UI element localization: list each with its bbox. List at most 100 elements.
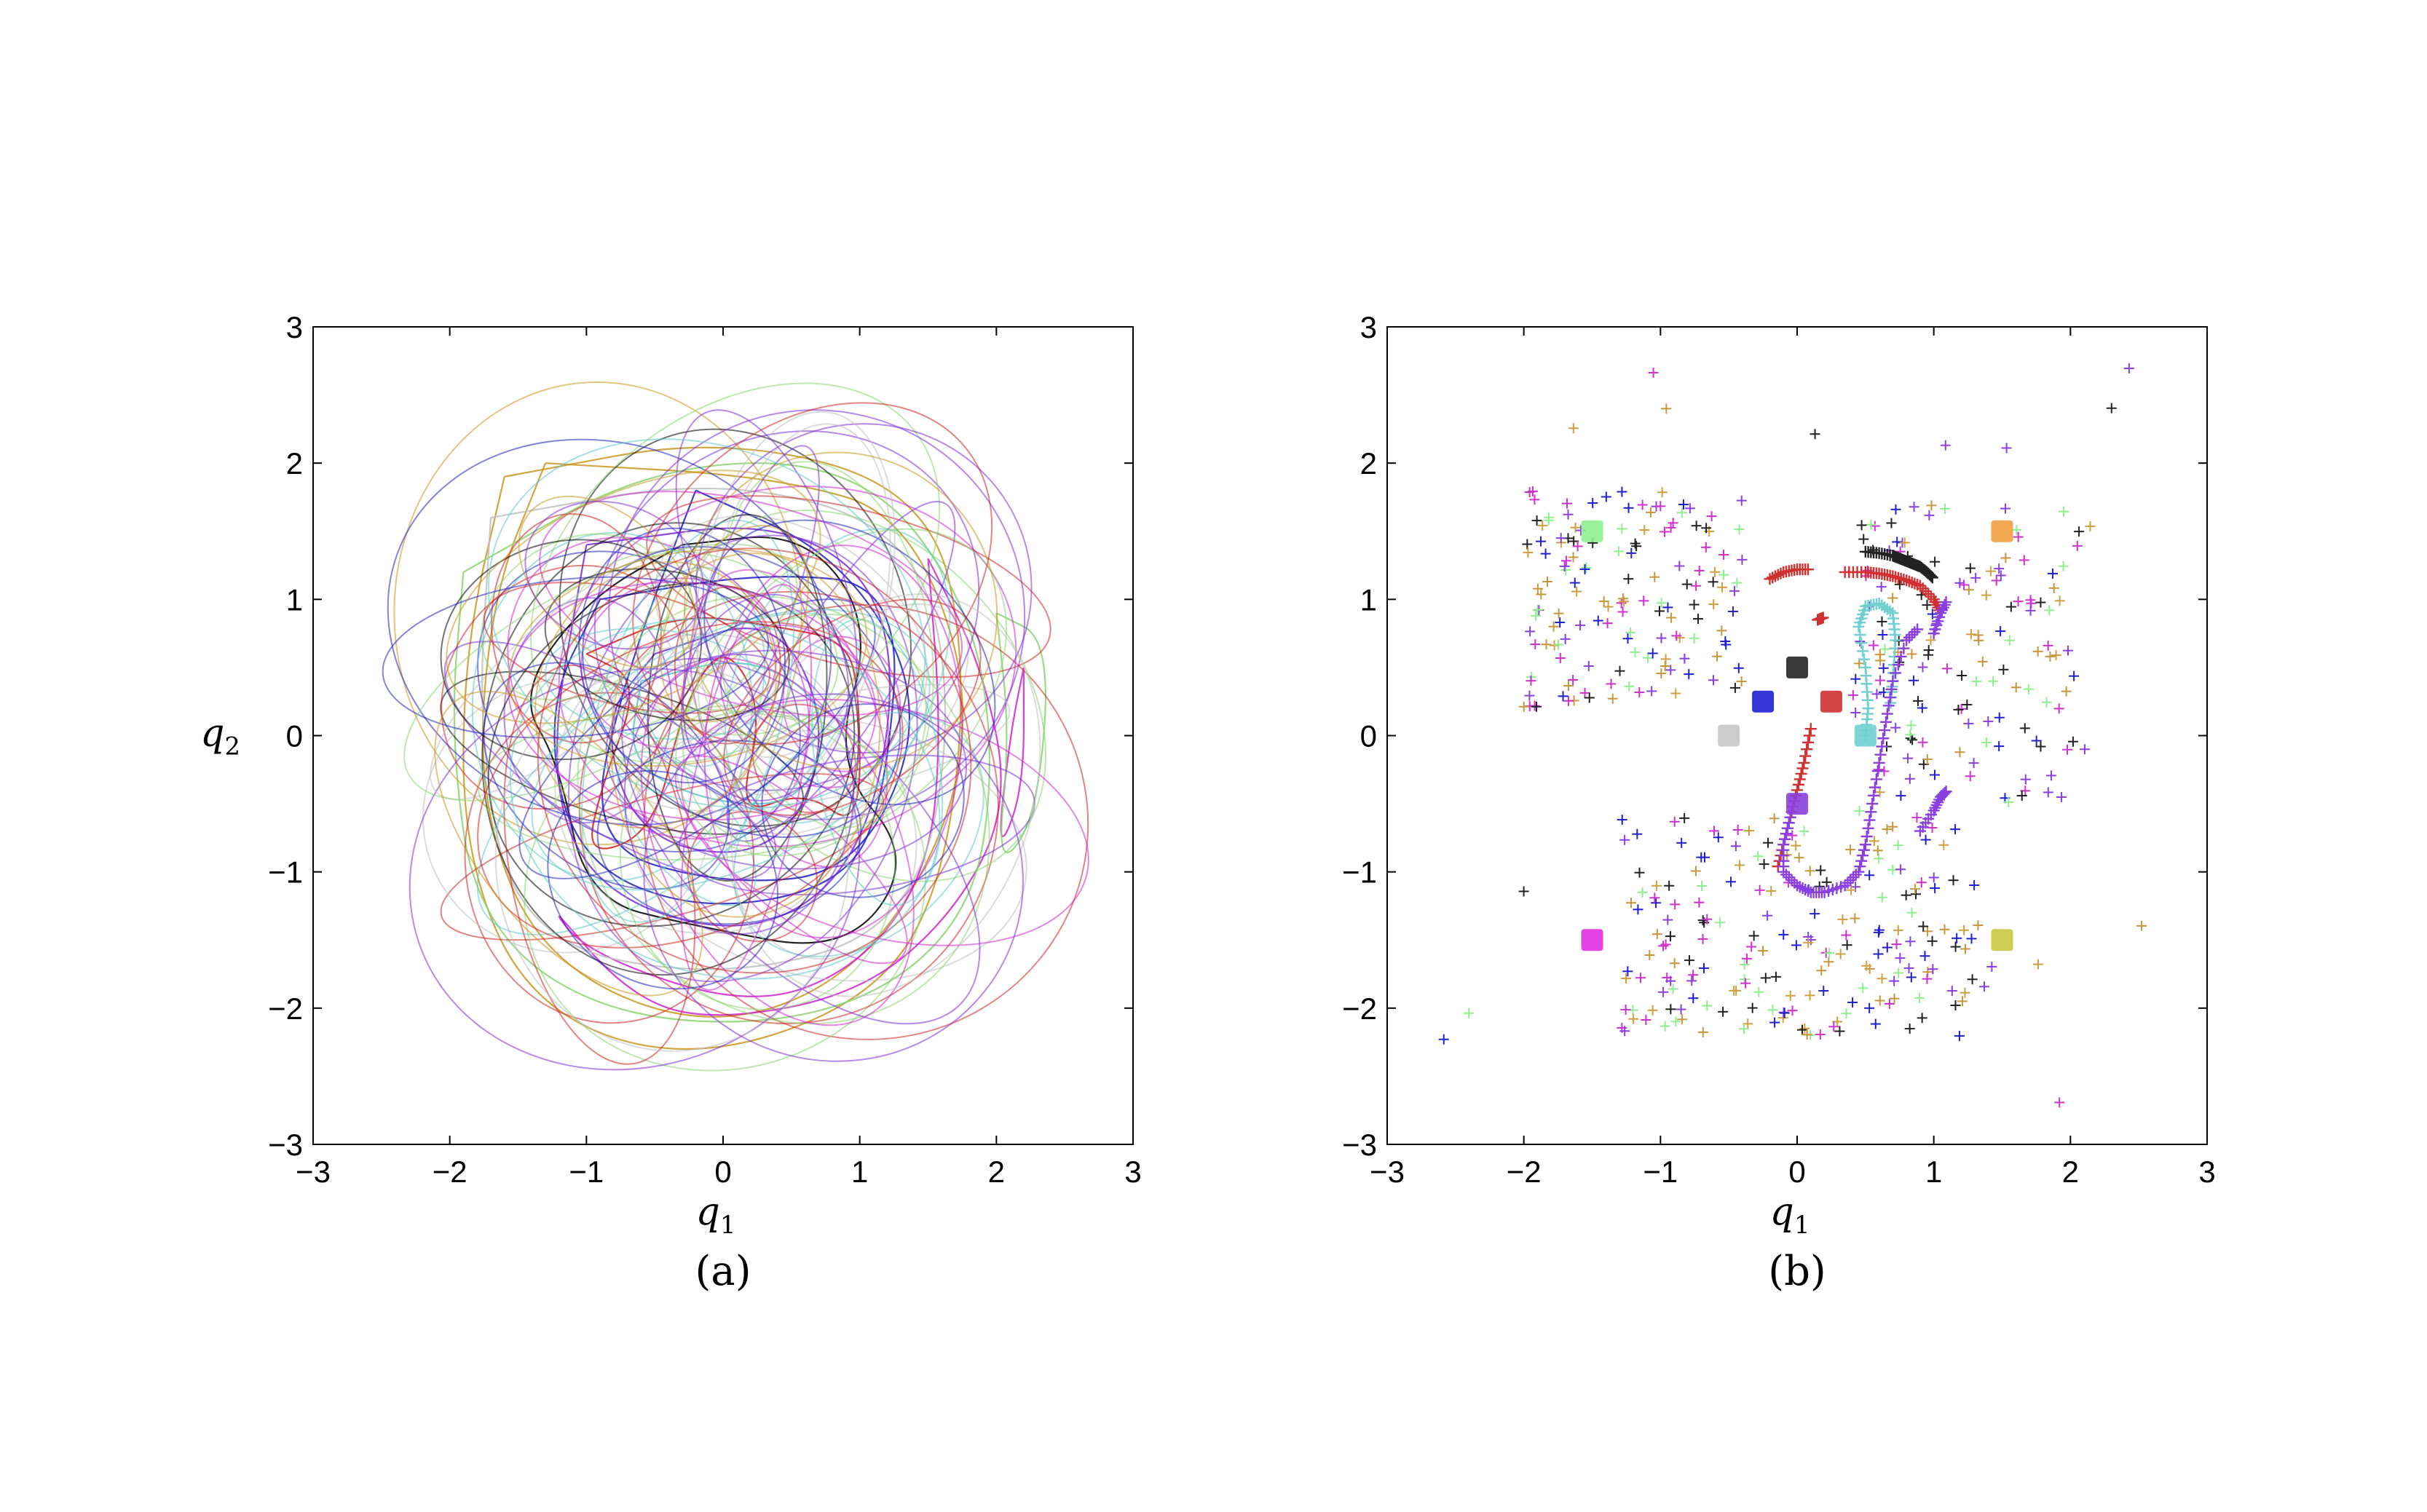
scatter-point — [1965, 771, 1976, 782]
scatter-point — [1684, 503, 1695, 514]
scatter-point — [1721, 639, 1732, 650]
scatter-point — [1646, 686, 1657, 697]
plot-area-a — [382, 381, 1089, 1072]
scatter-point — [1697, 933, 1708, 944]
curve-point-6 — [1876, 740, 1888, 753]
scatter-point — [1655, 501, 1666, 512]
scatter-point — [2016, 790, 2027, 801]
scatter-point — [1957, 670, 1968, 681]
trajectory-loop — [483, 662, 730, 890]
curve-point-6 — [1862, 822, 1874, 834]
scatter-point — [1858, 534, 1869, 545]
scatter-point — [1688, 993, 1699, 1004]
trajectory-loop — [508, 548, 868, 767]
scatter-point — [2069, 670, 2080, 681]
trajectory-loop — [518, 598, 876, 879]
scatter-point — [1633, 904, 1643, 915]
scatter-point — [1619, 834, 1630, 845]
scatter-point — [1736, 676, 1747, 687]
scatter-point — [1879, 644, 1890, 654]
scatter-point — [1766, 885, 1777, 896]
scatter-point — [1954, 1031, 1965, 1042]
curve-point-3 — [1799, 750, 1812, 762]
scatter-point — [1810, 909, 1820, 919]
trajectory-loop — [674, 755, 908, 965]
trajectory-loop — [577, 595, 990, 1025]
curve-point-6 — [1898, 642, 1910, 654]
scatter-point — [1632, 828, 1643, 839]
scatter-point — [1842, 940, 1852, 951]
curve-point-2 — [1775, 567, 1787, 579]
scatter-point — [1603, 601, 1614, 612]
trajectory-loop — [682, 593, 850, 801]
scatter-point — [1927, 609, 1938, 620]
scatter-point — [1617, 523, 1627, 534]
scatter-point — [1889, 993, 1900, 1004]
scatter-point — [1676, 837, 1687, 848]
scatter-point — [1882, 824, 1893, 835]
scatter-point — [2051, 650, 2061, 661]
scatter-point — [1616, 598, 1627, 609]
scatter-point — [2085, 521, 2096, 531]
curve-point-1 — [1901, 574, 1913, 587]
scatter-point — [1889, 975, 1900, 986]
scatter-point — [2011, 524, 2022, 535]
scatter-point — [1910, 884, 1921, 895]
scatter-point — [1555, 533, 1566, 544]
scatter-point — [1906, 972, 1917, 983]
curve-point-6 — [1854, 860, 1866, 873]
curve-point-0 — [1926, 571, 1938, 584]
initial-point-marker-1 — [1991, 520, 2013, 542]
scatter-point — [1891, 939, 1902, 950]
scatter-point — [1718, 1006, 1729, 1017]
scatter-point — [1620, 1004, 1631, 1015]
scatter-point — [1671, 630, 1682, 641]
scatter-point — [1874, 853, 1885, 864]
scatter-point — [1626, 898, 1637, 909]
trajectory-loop — [524, 500, 705, 650]
scatter-point — [1875, 655, 1886, 666]
scatter-point — [1926, 500, 1937, 511]
scatter-point — [1669, 958, 1680, 969]
scatter-point — [1651, 929, 1662, 940]
scatter-point — [1665, 665, 1676, 676]
trajectory-loop — [434, 690, 703, 997]
y-tick-label: 2 — [286, 446, 303, 480]
scatter-point — [1925, 635, 1936, 646]
scatter-point — [1739, 1024, 1750, 1034]
scatter-point — [1708, 598, 1719, 609]
scatter-point — [1767, 1005, 1778, 1016]
scatter-point — [1988, 676, 1999, 686]
scatter-point — [1873, 949, 1884, 959]
scatter-point — [1708, 577, 1718, 587]
scatter-point — [1847, 997, 1858, 1008]
scatter-point — [1950, 941, 1961, 952]
series-line-2 — [601, 489, 910, 882]
scatter-point — [1971, 676, 1982, 687]
curve-point-6 — [1859, 839, 1871, 851]
scatter-point — [1909, 502, 1919, 512]
scatter-point — [1903, 962, 1914, 973]
curve-point-6 — [1852, 866, 1865, 878]
scatter-point — [1917, 1013, 1927, 1024]
scatter-point — [1740, 978, 1751, 989]
scatter-point — [1660, 661, 1670, 672]
scatter-point — [1850, 913, 1860, 924]
scatter-point — [1623, 502, 1634, 513]
curve-point-6 — [1850, 868, 1862, 881]
scatter-point — [1895, 953, 1906, 964]
x-tick-label: 1 — [1925, 1155, 1942, 1189]
scatter-point — [1763, 837, 1774, 848]
scatter-point — [1674, 561, 1685, 571]
scatter-point — [1607, 693, 1618, 704]
scatter-point — [1518, 886, 1529, 897]
curve-point-6 — [1785, 874, 1798, 886]
scatter-point — [1656, 598, 1667, 609]
curve-point-6 — [1857, 850, 1869, 862]
scatter-point — [1950, 1000, 1961, 1011]
curve-point-1 — [1929, 596, 1941, 609]
scatter-point — [1702, 1000, 1713, 1011]
x-tick-label: −1 — [569, 1155, 604, 1189]
scatter-point — [1665, 522, 1676, 533]
scatter-point — [1602, 618, 1613, 629]
